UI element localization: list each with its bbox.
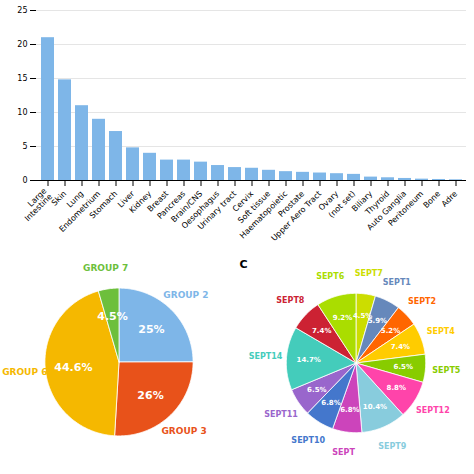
svg-text:25: 25 [17,6,27,15]
svg-text:Haematopoietic: Haematopoietic [238,189,290,241]
svg-text:Endometrium: Endometrium [57,189,103,234]
svg-text:SEPT7: SEPT7 [355,269,383,278]
svg-text:15: 15 [17,74,27,83]
svg-text:SEPT8: SEPT8 [276,296,305,305]
svg-text:Soft tissue: Soft tissue [236,189,273,226]
svg-text:SEPT6: SEPT6 [316,272,345,281]
svg-text:SEPT12: SEPT12 [416,406,450,415]
svg-text:0: 0 [22,176,27,185]
svg-text:6.8%: 6.8% [340,406,359,414]
svg-text:5: 5 [22,142,27,151]
svg-text:SEPT2: SEPT2 [408,297,436,306]
svg-text:7.4%: 7.4% [312,327,331,335]
svg-text:SEPT10: SEPT10 [291,436,325,445]
svg-text:SEPT11: SEPT11 [264,410,298,419]
svg-text:SEPT4: SEPT4 [427,327,456,336]
svg-text:8.8%: 8.8% [387,384,406,392]
svg-text:GROUP 2: GROUP 2 [163,290,208,300]
svg-text:SEPT: SEPT [332,448,356,457]
svg-text:SEPT5: SEPT5 [432,366,461,375]
svg-text:SEPT9: SEPT9 [378,442,407,451]
svg-text:Adre: Adre [440,189,459,208]
svg-text:SEPT14: SEPT14 [249,352,283,361]
svg-text:4.5%: 4.5% [97,310,128,323]
svg-text:10: 10 [17,108,27,117]
svg-text:Urinary tract: Urinary tract [196,189,238,231]
svg-text:5.9%: 5.9% [368,317,387,325]
svg-text:4.5%: 4.5% [353,312,373,321]
svg-text:25%: 25% [138,323,164,336]
svg-text:Prostate: Prostate [276,189,307,219]
svg-text:Upper Aero Tract: Upper Aero Tract [269,189,323,243]
svg-text:26%: 26% [137,389,163,402]
svg-text:Oesophagus: Oesophagus [179,189,222,231]
svg-text:Pancreas: Pancreas [155,189,188,221]
svg-text:6.8%: 6.8% [321,399,340,407]
svg-text:10.4%: 10.4% [363,403,387,411]
svg-text:7.4%: 7.4% [391,343,410,351]
svg-text:GROUP 6: GROUP 6 [2,367,47,377]
svg-text:Bone: Bone [421,189,442,210]
svg-text:20: 20 [17,40,27,49]
svg-text:SEPT1: SEPT1 [383,278,412,287]
svg-text:Kidney: Kidney [127,189,154,215]
svg-text:LargeIntestine: LargeIntestine [17,186,54,223]
svg-text:Auto Ganglia: Auto Ganglia [365,189,409,233]
svg-text:6.5%: 6.5% [307,386,326,394]
svg-text:Cervix: Cervix [230,189,256,214]
svg-text:GROUP 3: GROUP 3 [161,426,206,436]
svg-text:Ovary: Ovary [316,189,341,213]
svg-text:GROUP 7: GROUP 7 [83,263,128,273]
svg-text:C: C [240,258,248,271]
svg-text:44.6%: 44.6% [54,361,92,374]
svg-text:Peritoneum: Peritoneum [386,189,425,228]
svg-text:9.2%: 9.2% [333,314,352,322]
svg-text:Skin: Skin [49,189,69,208]
svg-text:5.2%: 5.2% [381,327,400,335]
svg-text:Lung: Lung [65,189,86,210]
svg-text:6.5%: 6.5% [394,363,413,371]
svg-text:Biliary: Biliary [350,189,375,214]
svg-text:Breast: Breast [145,189,171,214]
svg-text:Stomach: Stomach [88,189,119,220]
svg-text:Brain/CNS: Brain/CNS [169,189,205,225]
svg-text:(not set): (not set) [326,189,358,220]
svg-text:Liver: Liver [116,189,137,210]
svg-text:14.7%: 14.7% [297,356,321,364]
svg-text:Thyroid: Thyroid [363,189,392,217]
